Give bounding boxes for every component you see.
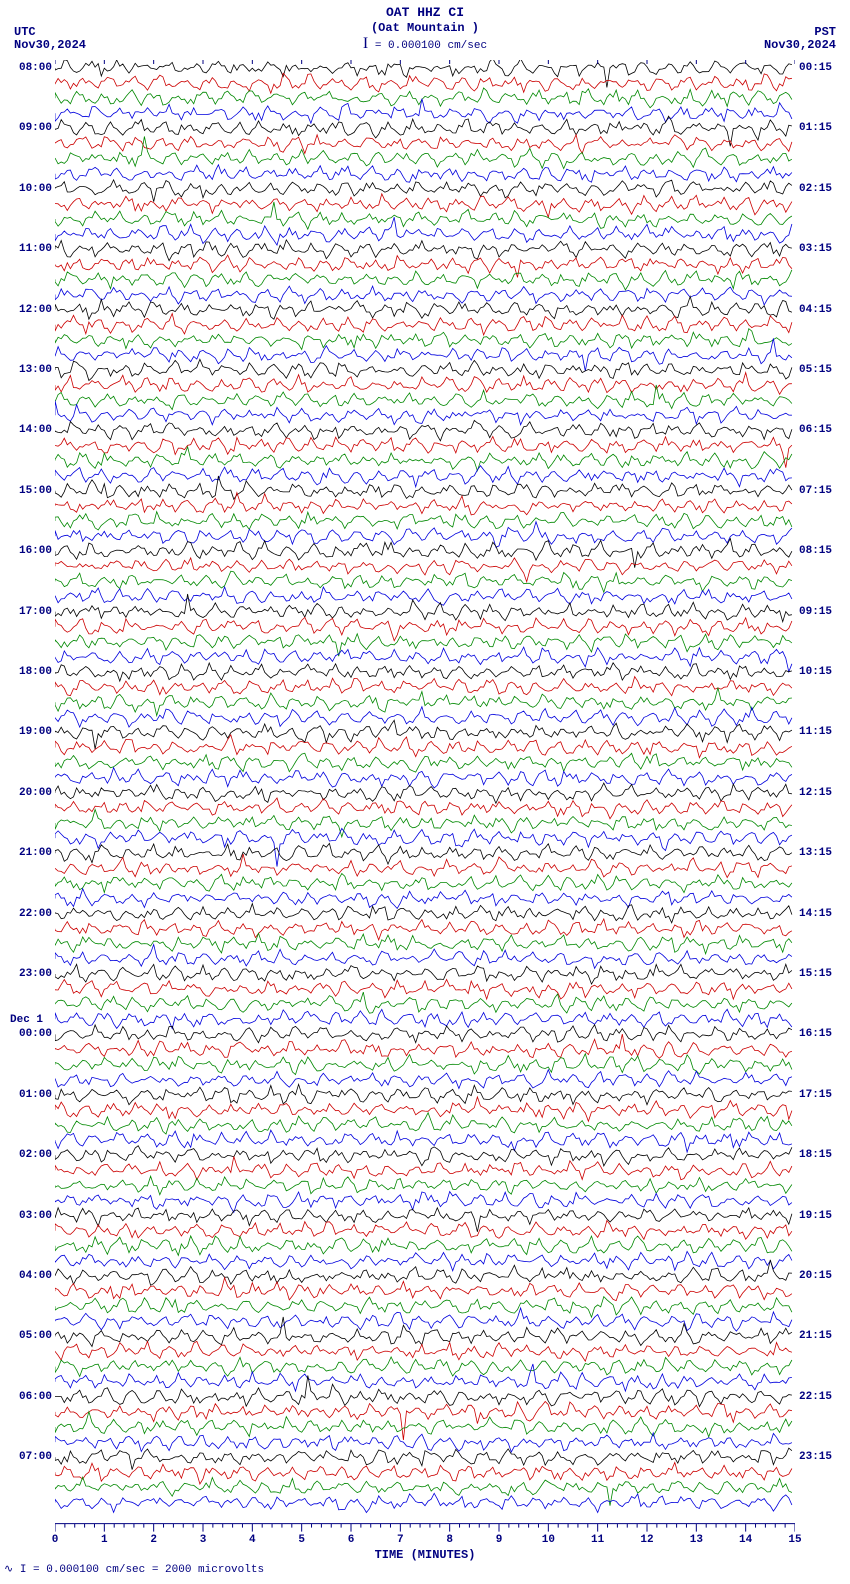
x-axis-title: TIME (MINUTES) [0, 1548, 850, 1562]
x-tick-label: 6 [341, 1534, 361, 1546]
utc-hour-label: 11:00 [2, 243, 52, 255]
pst-hour-label: 16:15 [799, 1028, 832, 1040]
utc-hour-label: 04:00 [2, 1270, 52, 1282]
utc-hour-label: 19:00 [2, 726, 52, 738]
pst-hour-label: 08:15 [799, 545, 832, 557]
utc-hour-label: 07:00 [2, 1451, 52, 1463]
utc-hour-label: 16:00 [2, 545, 52, 557]
x-tick-label: 2 [144, 1534, 164, 1546]
header: OAT HHZ CI (Oat Mountain ) I = 0.000100 … [0, 5, 850, 53]
scale-indicator: I = 0.000100 cm/sec [0, 35, 850, 53]
pst-hour-label: 21:15 [799, 1330, 832, 1342]
x-tick-label: 15 [785, 1534, 805, 1546]
pst-hour-label: 11:15 [799, 726, 832, 738]
utc-hour-label: 21:00 [2, 847, 52, 859]
utc-hour-label: 02:00 [2, 1149, 52, 1161]
utc-hour-label: 01:00 [2, 1089, 52, 1101]
x-tick-label: 10 [538, 1534, 558, 1546]
utc-hour-label: 14:00 [2, 424, 52, 436]
day-break-label: Dec 1 [10, 1014, 43, 1026]
x-tick-label: 1 [94, 1534, 114, 1546]
pst-hour-label: 22:15 [799, 1391, 832, 1403]
utc-hour-label: 17:00 [2, 606, 52, 618]
utc-hour-label: 18:00 [2, 666, 52, 678]
x-tick-label: 11 [588, 1534, 608, 1546]
pst-hour-label: 13:15 [799, 847, 832, 859]
x-tick-label: 8 [440, 1534, 460, 1546]
pst-hour-label: 18:15 [799, 1149, 832, 1161]
station-subtitle: (Oat Mountain ) [0, 21, 850, 35]
pst-hour-label: 20:15 [799, 1270, 832, 1282]
utc-hour-label: 08:00 [2, 62, 52, 74]
pst-hour-label: 17:15 [799, 1089, 832, 1101]
utc-hour-label: 12:00 [2, 304, 52, 316]
pst-hour-label: 09:15 [799, 606, 832, 618]
pst-hour-label: 19:15 [799, 1210, 832, 1222]
station-title: OAT HHZ CI [0, 5, 850, 21]
pst-hour-label: 12:15 [799, 787, 832, 799]
x-tick-label: 0 [45, 1534, 65, 1546]
pst-hour-label: 03:15 [799, 243, 832, 255]
footer-text: = 0.000100 cm/sec = 2000 microvolts [26, 1564, 264, 1576]
plot-area [55, 60, 795, 1520]
right-date: Nov30,2024 [764, 38, 836, 52]
x-tick-label: 4 [242, 1534, 262, 1546]
x-tick-label: 12 [637, 1534, 657, 1546]
utc-hour-label: 23:00 [2, 968, 52, 980]
footer-symbol: ∿ I [4, 1564, 26, 1576]
utc-hour-label: 05:00 [2, 1330, 52, 1342]
helicorder-svg [55, 60, 795, 1570]
right-timezone: PST [814, 25, 836, 39]
x-tick-label: 13 [686, 1534, 706, 1546]
helicorder-container: OAT HHZ CI (Oat Mountain ) I = 0.000100 … [0, 0, 850, 1584]
x-tick-label: 5 [292, 1534, 312, 1546]
pst-hour-label: 15:15 [799, 968, 832, 980]
x-tick-label: 7 [390, 1534, 410, 1546]
footer-scale: ∿ I = 0.000100 cm/sec = 2000 microvolts [4, 1562, 264, 1576]
pst-hour-label: 10:15 [799, 666, 832, 678]
pst-hour-label: 01:15 [799, 122, 832, 134]
x-tick-label: 9 [489, 1534, 509, 1546]
pst-hour-label: 04:15 [799, 304, 832, 316]
left-date: Nov30,2024 [14, 38, 86, 52]
pst-hour-label: 00:15 [799, 62, 832, 74]
x-tick-label: 3 [193, 1534, 213, 1546]
pst-hour-label: 05:15 [799, 364, 832, 376]
pst-hour-label: 23:15 [799, 1451, 832, 1463]
x-tick-label: 14 [736, 1534, 756, 1546]
pst-hour-label: 14:15 [799, 908, 832, 920]
utc-hour-label: 09:00 [2, 122, 52, 134]
utc-hour-label: 10:00 [2, 183, 52, 195]
utc-hour-label: 15:00 [2, 485, 52, 497]
utc-hour-label: 06:00 [2, 1391, 52, 1403]
utc-hour-label: 22:00 [2, 908, 52, 920]
pst-hour-label: 07:15 [799, 485, 832, 497]
utc-hour-label: 00:00 [2, 1028, 52, 1040]
scale-text: = 0.000100 cm/sec [368, 40, 487, 52]
utc-hour-label: 13:00 [2, 364, 52, 376]
utc-hour-label: 20:00 [2, 787, 52, 799]
left-timezone: UTC [14, 25, 36, 39]
utc-hour-label: 03:00 [2, 1210, 52, 1222]
pst-hour-label: 06:15 [799, 424, 832, 436]
pst-hour-label: 02:15 [799, 183, 832, 195]
